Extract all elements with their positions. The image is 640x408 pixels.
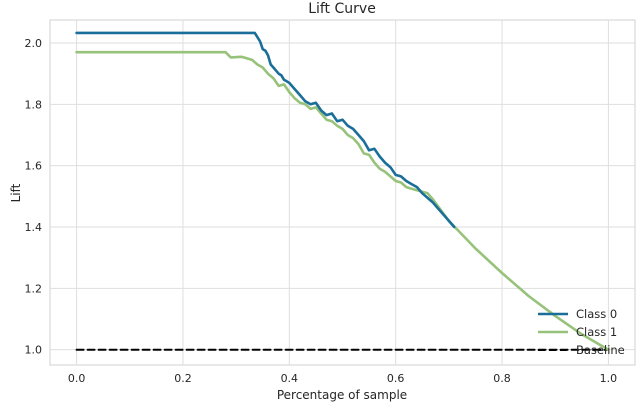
y-tick-label: 1.2 bbox=[25, 282, 43, 295]
series-layer bbox=[75, 31, 610, 352]
legend: Class 0 Class 1 Baseline bbox=[538, 307, 625, 357]
series-line-class-1 bbox=[75, 50, 610, 352]
x-tick-label: 0.4 bbox=[281, 372, 299, 385]
y-tick-label: 1.0 bbox=[25, 344, 43, 357]
y-tick-label: 1.4 bbox=[25, 221, 43, 234]
x-tick-label: 0.0 bbox=[68, 372, 86, 385]
legend-label: Class 1 bbox=[576, 325, 617, 339]
x-axis-label: Percentage of sample bbox=[277, 388, 407, 402]
x-tick-label: 0.6 bbox=[387, 372, 405, 385]
legend-label: Class 0 bbox=[576, 307, 617, 321]
legend-label: Baseline bbox=[576, 343, 625, 357]
y-tick-label: 2.0 bbox=[25, 37, 43, 50]
x-tick-label: 0.8 bbox=[493, 372, 511, 385]
series-line-class-0 bbox=[75, 31, 456, 229]
x-tick-label: 0.2 bbox=[174, 372, 192, 385]
chart-title: Lift Curve bbox=[308, 1, 376, 17]
y-tick-labels: 1.0 1.2 1.4 1.6 1.8 2.0 bbox=[25, 37, 43, 357]
x-tick-labels: 0.0 0.2 0.4 0.6 0.8 1.0 bbox=[68, 372, 617, 385]
y-axis-label: Lift bbox=[9, 183, 23, 202]
y-tick-label: 1.6 bbox=[25, 160, 43, 173]
y-tick-label: 1.8 bbox=[25, 98, 43, 111]
x-tick-label: 1.0 bbox=[600, 372, 618, 385]
plot-area bbox=[49, 19, 636, 366]
grid bbox=[50, 20, 635, 365]
